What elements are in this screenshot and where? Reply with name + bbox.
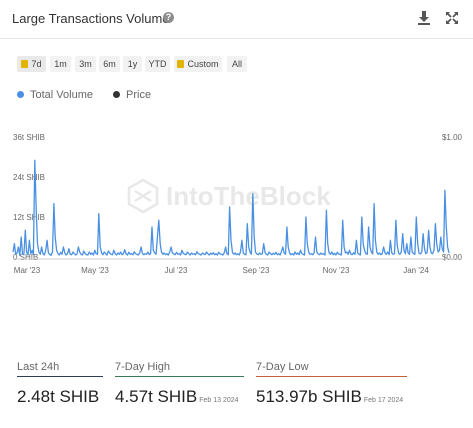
legend-dot (17, 91, 24, 98)
y2-tick-label: $1.00 (442, 133, 463, 142)
range-1y[interactable]: 1y (123, 56, 142, 72)
range-7d[interactable]: 7d (17, 56, 46, 72)
download-icon[interactable] (416, 10, 432, 26)
stat-7day-low: 7-Day Low 513.97b SHIB Feb 17 2024 (256, 358, 407, 407)
card-header: Large Transactions Volume ? (0, 0, 473, 39)
stat-underline (17, 376, 103, 377)
range-1m[interactable]: 1m (50, 56, 71, 72)
x-tick-label: Jul '23 (165, 266, 188, 275)
series-line-total-volume (12, 159, 450, 256)
stat-underline (256, 376, 407, 377)
expand-icon[interactable] (444, 10, 460, 26)
range-6m[interactable]: 6m (99, 56, 120, 72)
range-all[interactable]: All (227, 56, 247, 72)
stat-label: 7-Day Low (256, 361, 309, 373)
x-tick-label: Nov '23 (323, 266, 350, 275)
stat-value: 513.97b SHIB Feb 17 2024 (256, 387, 404, 406)
stat-value: 4.57t SHIB Feb 13 2024 (115, 387, 239, 406)
x-tick-label: Mar '23 (14, 266, 41, 275)
watermark-text: IntoTheBlock (166, 181, 331, 211)
stat-value: 2.48t SHIB (17, 387, 100, 406)
stat-7day-high: 7-Day High 4.57t SHIB Feb 13 2024 (115, 358, 244, 407)
stat-date: Feb 17 2024 (363, 397, 404, 404)
x-tick-label: Sep '23 (243, 266, 270, 275)
legend-dot (113, 91, 120, 98)
help-circle-icon[interactable]: ? (163, 12, 174, 23)
stat-last-24h: Last 24h 2.48t SHIB (17, 358, 103, 407)
stats-row: Last 24h 2.48t SHIB 7-Day High 4.57t SHI… (0, 358, 473, 428)
y2-tick-label: $0.00 (442, 253, 463, 262)
stat-underline (115, 376, 244, 377)
x-tick-label: Jan '24 (403, 266, 429, 275)
range-custom[interactable]: Custom (174, 56, 222, 72)
legend-price[interactable]: Price (113, 89, 151, 101)
stat-label: 7-Day High (115, 361, 171, 373)
chart-title: Large Transactions Volume (12, 11, 170, 26)
y-tick-label: 24t SHIB (13, 173, 45, 182)
stat-label: Last 24h (17, 361, 60, 373)
y-tick-label: 12t SHIB (13, 213, 45, 222)
range-3m[interactable]: 3m (75, 56, 96, 72)
volume-chart: IntoTheBlock 36t SHIB 24t SHIB 12t SHIB 0 S… (12, 133, 463, 275)
y-tick-label: 36t SHIB (13, 133, 45, 142)
y-tick-label: 0 SHIB (13, 253, 38, 262)
lock-icon (177, 60, 185, 68)
lock-icon (21, 60, 29, 68)
stat-date: Feb 13 2024 (199, 397, 239, 404)
watermark: IntoTheBlock (127, 178, 331, 214)
range-ytd[interactable]: YTD (145, 56, 170, 72)
legend-total-volume[interactable]: Total Volume (17, 89, 93, 101)
x-tick-label: May '23 (81, 266, 109, 275)
